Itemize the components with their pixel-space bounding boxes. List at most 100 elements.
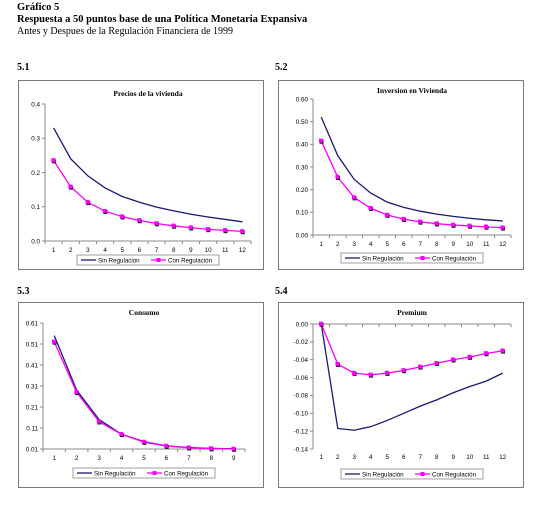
- chart-number-5-1: 5.1: [17, 62, 30, 73]
- y-tick-label: -0.08: [294, 393, 309, 400]
- y-tick-label: 0.41: [26, 362, 39, 369]
- data-point-con-regulacion: [450, 357, 455, 362]
- data-point-con-regulacion: [467, 223, 472, 228]
- y-tick-label: 0.0: [31, 238, 40, 245]
- chart-premium: Premium 0.00 -0.02 -0.04 -0.06 -0.08 -0.10 -0.1…: [294, 308, 512, 480]
- legend-label-con: Con Regulación: [168, 258, 213, 265]
- legend-box: [72, 467, 216, 479]
- legend-box: [340, 252, 484, 264]
- data-point-con-regulacion: [500, 225, 505, 230]
- data-point-con-regulacion: [74, 390, 79, 394]
- legend-marker-con: [156, 258, 161, 262]
- y-tick-label: 0.00: [296, 232, 309, 239]
- x-tick-label: 8: [172, 247, 176, 254]
- x-tick-label: 12: [499, 241, 507, 248]
- data-point-con-regulacion: [188, 225, 193, 230]
- data-point-con-regulacion: [209, 446, 214, 451]
- x-tick-label: 5: [385, 454, 389, 461]
- x-tick-label: 2: [336, 454, 340, 461]
- data-point-con-regulacion: [318, 321, 323, 326]
- data-point-con-regulacion: [222, 228, 227, 233]
- data-point-con-regulacion: [141, 439, 146, 444]
- data-point-con-regulacion: [483, 224, 488, 229]
- y-tick-label: 0.20: [296, 187, 309, 194]
- y-tick-label: 0.51: [26, 341, 39, 348]
- data-point-con-regulacion: [119, 214, 124, 219]
- data-point-con-regulacion: [368, 372, 373, 377]
- y-tick-label: -0.10: [294, 411, 309, 418]
- data-point-con-regulacion: [85, 199, 90, 204]
- data-point-con-regulacion: [384, 370, 389, 375]
- x-tick-label: 9: [451, 454, 455, 461]
- data-point-con-regulacion: [186, 445, 191, 450]
- x-tick-label: 4: [103, 247, 107, 254]
- x-tick-label: 6: [402, 454, 406, 461]
- legend-label-con: Con Regulación: [164, 471, 209, 478]
- x-tick-label: 10: [205, 247, 213, 254]
- y-tick-label: 0.40: [296, 142, 309, 149]
- x-tick-label: 5: [142, 455, 146, 462]
- x-tick-label: 7: [187, 455, 191, 462]
- data-point-con-regulacion: [417, 219, 422, 224]
- data-point-con-regulacion: [318, 138, 323, 143]
- x-tick-label: 11: [483, 454, 490, 461]
- legend-box: [76, 254, 220, 266]
- data-point-con-regulacion: [368, 205, 373, 210]
- data-point-con-regulacion: [119, 432, 124, 436]
- chart-inversion-vivienda: Inversion en Vivienda 0.00 0.10 0.20 0.30 0.4…: [296, 86, 512, 264]
- chart-number-5-4: 5.4: [275, 286, 288, 297]
- series-line-sin-regulacion: [320, 116, 503, 222]
- x-tick-label: 1: [52, 455, 56, 462]
- data-point-con-regulacion: [51, 158, 56, 163]
- x-tick-label: 4: [120, 455, 124, 462]
- y-tick-label: 0.60: [296, 96, 309, 103]
- y-tick-label: 0.31: [26, 383, 39, 390]
- data-point-con-regulacion: [500, 348, 505, 353]
- x-tick-label: 1: [52, 247, 56, 254]
- y-tick-label: 0.50: [296, 119, 309, 126]
- series-line-sin-regulacion: [53, 335, 234, 450]
- legend-marker-con: [420, 472, 425, 476]
- x-tick-label: 4: [369, 454, 373, 461]
- y-tick-label: 0.2: [31, 170, 40, 177]
- x-tick-label: 8: [435, 454, 439, 461]
- chart-number-5-2: 5.2: [275, 62, 288, 73]
- x-tick-label: 9: [232, 455, 236, 462]
- data-point-con-regulacion: [51, 339, 56, 344]
- chart-title: Consumo: [129, 308, 160, 317]
- x-tick-label: 4: [369, 241, 373, 248]
- legend-marker-con: [420, 256, 425, 260]
- legend-label-con: Con Regulación: [432, 256, 477, 263]
- x-tick-label: 3: [86, 247, 90, 254]
- x-tick-label: 12: [239, 247, 247, 254]
- data-point-con-regulacion: [171, 223, 176, 228]
- data-point-con-regulacion: [434, 360, 439, 365]
- x-tick-label: 7: [418, 454, 422, 461]
- x-tick-label: 2: [69, 247, 73, 254]
- data-point-con-regulacion: [68, 184, 73, 189]
- x-tick-label: 9: [189, 247, 193, 254]
- y-tick-label: 0.11: [26, 425, 38, 432]
- y-tick-label: 0.10: [296, 210, 309, 217]
- legend-label-con: Con Regulación: [432, 472, 477, 479]
- data-point-con-regulacion: [137, 218, 142, 223]
- chart-title: Inversion en Vivienda: [377, 86, 447, 95]
- x-tick-label: 11: [483, 241, 490, 248]
- y-tick-label: 0.61: [26, 320, 39, 327]
- figure-label: Gráfico 5: [17, 2, 60, 13]
- y-tick-label: 0.30: [296, 164, 309, 171]
- y-tick-label: 0.21: [26, 404, 39, 411]
- x-tick-label: 5: [385, 241, 389, 248]
- series-line-con-regulacion: [53, 160, 243, 233]
- y-tick-label: 0.01: [26, 446, 39, 453]
- data-point-con-regulacion: [467, 354, 472, 359]
- y-tick-label: -0.12: [294, 428, 309, 435]
- x-tick-label: 6: [138, 247, 142, 254]
- figure-subtitle: Antes y Despues de la Regulación Financi…: [17, 26, 234, 37]
- legend-label-sin: Sin Regulación: [94, 471, 136, 478]
- figure-title: Respuesta a 50 puntos base de una Políti…: [17, 14, 308, 25]
- x-tick-label: 1: [319, 454, 323, 461]
- y-tick-label: -0.14: [294, 446, 309, 453]
- x-tick-label: 6: [402, 241, 406, 248]
